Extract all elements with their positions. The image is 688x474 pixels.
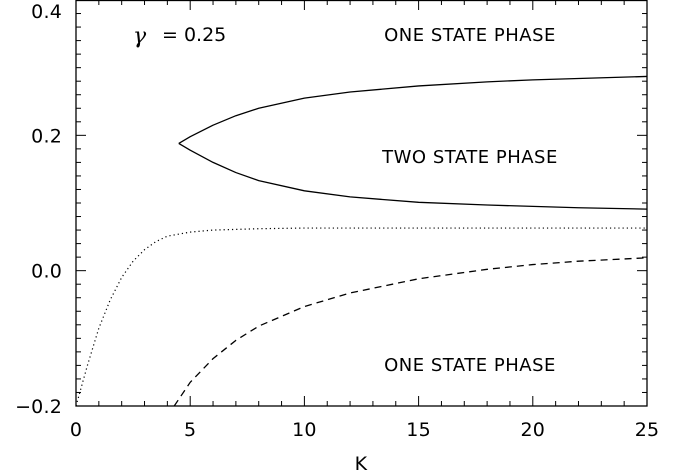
axis-ticks [75,0,648,407]
x-tick-label: 25 [635,419,660,441]
series-lines [76,75,647,406]
plot-border [75,0,648,407]
tick-labels: 0 5 10 15 20 25 −0.2 0.0 0.2 0.4 [15,1,659,441]
gamma-value-label: = 0.25 [162,24,226,46]
x-tick-label: 20 [521,419,546,441]
y-tick-label: −0.2 [15,396,62,418]
gamma-symbol-label: γ [133,24,147,49]
plot-frame [75,0,648,407]
region-label-top: ONE STATE PHASE [384,25,556,46]
y-tick-label: 0.0 [31,261,62,283]
x-tick-label: 5 [184,419,196,441]
series-line-solid-0 [178,75,647,145]
series-line-dashed-3 [173,257,647,406]
x-tick-label: 10 [292,419,317,441]
series-line-dotted-2 [76,227,647,406]
annotations: γ = 0.25 ONE STATE PHASE TWO STATE PHASE… [133,24,558,376]
region-label-middle: TWO STATE PHASE [381,147,558,168]
y-tick-label: 0.2 [31,125,62,147]
series-line-solid-1 [178,142,647,210]
region-label-bottom: ONE STATE PHASE [384,355,556,376]
y-tick-label: 0.4 [31,1,62,23]
x-axis-label: K [355,453,368,474]
x-tick-label: 0 [70,419,82,441]
x-tick-label: 15 [406,419,431,441]
